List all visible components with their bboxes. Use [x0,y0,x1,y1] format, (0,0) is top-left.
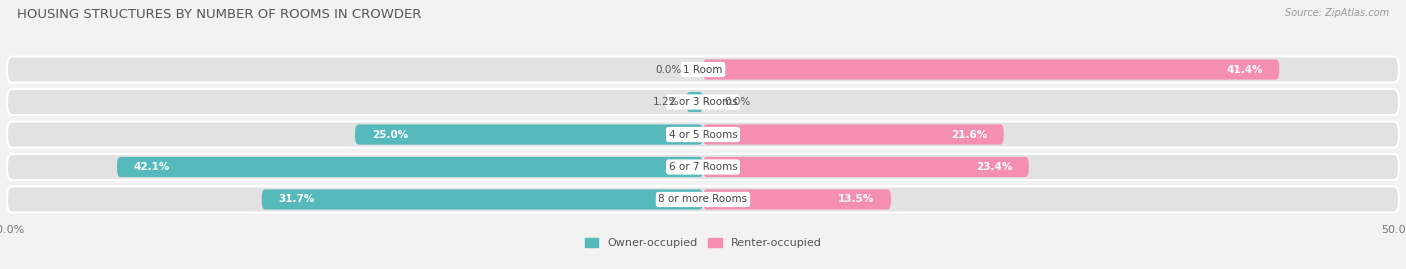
Text: 8 or more Rooms: 8 or more Rooms [658,194,748,204]
Text: 0.0%: 0.0% [724,97,751,107]
Text: Source: ZipAtlas.com: Source: ZipAtlas.com [1285,8,1389,18]
Text: 23.4%: 23.4% [976,162,1012,172]
FancyBboxPatch shape [703,189,891,210]
FancyBboxPatch shape [117,157,703,177]
Text: HOUSING STRUCTURES BY NUMBER OF ROOMS IN CROWDER: HOUSING STRUCTURES BY NUMBER OF ROOMS IN… [17,8,422,21]
Text: 25.0%: 25.0% [371,129,408,140]
Text: 21.6%: 21.6% [950,129,987,140]
Text: 1 Room: 1 Room [683,65,723,75]
FancyBboxPatch shape [703,59,1279,80]
FancyBboxPatch shape [7,56,1399,83]
FancyBboxPatch shape [7,89,1399,115]
Text: 6 or 7 Rooms: 6 or 7 Rooms [669,162,737,172]
Text: 2 or 3 Rooms: 2 or 3 Rooms [669,97,737,107]
FancyBboxPatch shape [354,125,703,144]
FancyBboxPatch shape [7,154,1399,180]
FancyBboxPatch shape [262,189,703,210]
FancyBboxPatch shape [7,186,1399,213]
FancyBboxPatch shape [7,122,1399,147]
Text: 1.2%: 1.2% [652,97,679,107]
FancyBboxPatch shape [703,157,1029,177]
FancyBboxPatch shape [703,125,1004,144]
Text: 13.5%: 13.5% [838,194,875,204]
Text: 31.7%: 31.7% [278,194,315,204]
Text: 42.1%: 42.1% [134,162,170,172]
Text: 4 or 5 Rooms: 4 or 5 Rooms [669,129,737,140]
FancyBboxPatch shape [686,92,703,112]
Legend: Owner-occupied, Renter-occupied: Owner-occupied, Renter-occupied [581,233,825,253]
Text: 0.0%: 0.0% [655,65,682,75]
Text: 41.4%: 41.4% [1226,65,1263,75]
